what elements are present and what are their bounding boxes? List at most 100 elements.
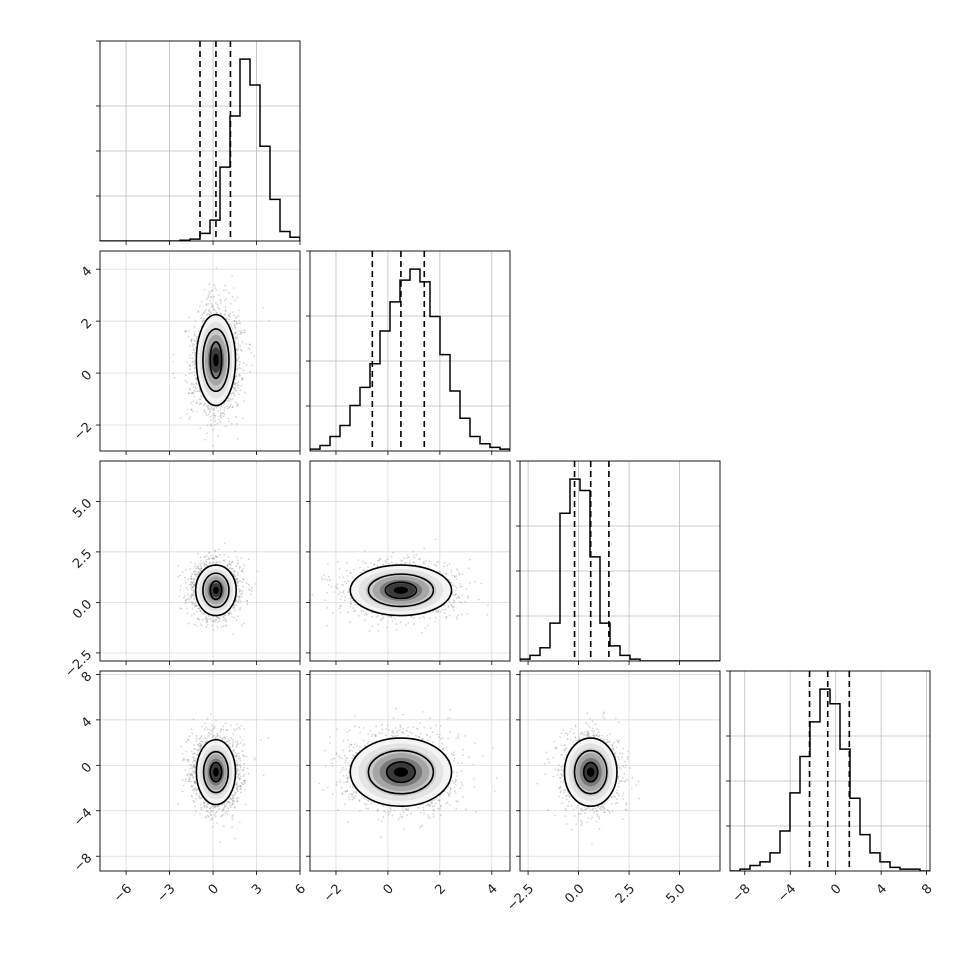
scatter-point [243,329,246,331]
scatter-point [213,308,215,311]
scatter-point [235,578,238,581]
scatter-point [224,559,227,561]
scatter-point [227,612,230,615]
scatter-point [206,313,209,315]
scatter-point [458,596,461,599]
scatter-point [235,604,238,607]
scatter-point [191,345,194,348]
scatter-point [190,575,193,578]
scatter-point [195,382,197,385]
scatter-point [203,555,206,558]
scatter-point [190,339,193,342]
scatter-point [227,612,230,615]
scatter-point [199,403,202,405]
scatter-point [208,299,211,302]
scatter-point [220,299,222,302]
scatter-point [204,310,206,313]
contour-line [209,341,223,380]
scatter-point [210,407,213,409]
scatter-point [251,587,254,590]
scatter-point [237,348,240,351]
scatter-point [194,571,197,573]
scatter-point [192,343,195,346]
scatter-point [189,368,192,371]
scatter-point [208,551,211,554]
scatter-point [234,299,236,302]
scatter-point [236,403,239,406]
scatter-point [205,414,208,417]
scatter-point [229,612,232,614]
scatter-point [423,560,425,563]
scatter-point [203,311,206,314]
contour-line [202,572,230,609]
scatter-point [179,588,182,591]
scatter-point [458,573,461,576]
scatter-point [236,582,239,585]
scatter-point [222,559,225,562]
scatter-point [248,348,251,351]
scatter-point [434,616,437,619]
scatter-point [188,392,191,394]
scatter-point [233,387,235,390]
scatter-point [188,372,191,375]
scatter-point [193,359,196,362]
scatter-point [196,565,199,568]
scatter-point [256,570,259,573]
scatter-point [194,385,197,388]
scatter-point [189,345,191,348]
scatter-point [194,575,197,577]
scatter-point [198,571,201,574]
scatter-point [434,620,436,623]
scatter-point [236,580,239,583]
scatter-point [190,581,193,584]
scatter-point [180,585,182,587]
scatter-point [194,573,197,576]
scatter-point [364,549,366,552]
scatter-point [378,559,380,562]
scatter-point [201,612,204,615]
scatter-point [381,614,384,617]
scatter-point [216,312,219,314]
scatter-point [232,311,234,314]
scatter-point [340,605,342,608]
scatter-point [220,626,223,629]
scatter-point [413,556,416,559]
scatter-point [238,567,241,570]
scatter-point [242,331,245,334]
scatter-point [226,407,229,410]
scatter-point [210,312,213,315]
scatter-point [227,314,230,317]
scatter-point [204,564,206,567]
scatter-point [216,422,219,425]
scatter-point [412,623,415,626]
scatter-point [231,406,234,408]
scatter-point [223,289,225,292]
scatter-point [231,571,233,574]
scatter-point [223,313,226,316]
scatter-point [235,335,238,338]
scatter-point [233,389,236,392]
scatter-point [237,344,240,347]
scatter-point [236,384,239,387]
scatter-point [191,586,194,589]
scatter-point [187,578,190,581]
y-tick-label: −2 [71,420,95,444]
scatter-point [347,580,350,583]
scatter-point [246,600,248,602]
scatter-point [211,557,214,560]
scatter-point [191,601,194,604]
scatter-point [238,588,241,591]
scatter-point [455,577,458,580]
scatter-point [215,267,218,270]
scatter-point [190,339,193,341]
scatter-point [188,354,191,356]
scatter-point [349,621,351,624]
scatter-point [194,604,196,607]
scatter-point [339,591,342,594]
scatter-point [347,611,349,614]
contour-line [202,328,230,393]
scatter-point [204,617,207,619]
scatter-point [253,355,256,358]
scatter-point [197,552,199,555]
scatter-point [423,616,426,619]
